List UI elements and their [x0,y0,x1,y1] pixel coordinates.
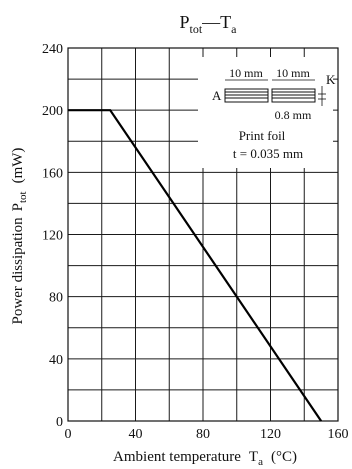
inset-caption-line1: Print foil [239,128,286,143]
y-axis-label-sub: tot [17,191,29,203]
x-tick-label: 0 [65,427,72,442]
y-tick-label: 80 [49,291,63,306]
inset-dim-left: 10 mm [229,66,263,80]
title-ptot: P [179,12,189,32]
plot-frame [67,47,339,422]
title-ptot-sub: tot [190,22,203,36]
y-tick-label: 40 [49,353,63,368]
y-tick-label: 240 [42,42,63,57]
tick-labels: 0 40 80 120 160 0 40 80 120 160 200 240 [42,42,349,442]
x-tick-label: 40 [129,427,143,442]
y-axis-label-unit: (mW) [10,148,26,184]
y-tick-label: 160 [42,166,63,181]
title-dash: — [201,12,221,32]
title-ta: T [220,12,231,32]
y-tick-label: 120 [42,229,63,244]
y-axis-label-symbol: P [10,203,26,211]
derating-curve [68,109,323,422]
print-foil-inset: 10 mm 10 mm A K 0.8 mm Print foil t = 0.… [198,57,336,168]
y-axis-label: Power dissipation Ptot (mW) [10,148,29,325]
y-tick-label: 0 [56,415,63,430]
x-axis-label-symbol: T [249,449,258,465]
x-tick-label: 160 [328,427,349,442]
chart-title: Ptot—Ta [179,12,237,36]
x-axis-label-sub: a [258,456,263,468]
x-axis-label-unit: (°C) [271,449,297,465]
title-ta-sub: a [231,22,237,36]
x-tick-label: 80 [196,427,210,442]
inset-background [198,57,333,168]
x-axis-label-text: Ambient temperature [113,449,241,465]
inset-caption-line2: t = 0.035 mm [233,146,303,161]
x-axis-label: Ambient temperature Ta (°C) [113,449,297,468]
y-tick-label: 200 [42,104,63,119]
y-axis-label-text: Power dissipation [10,217,26,325]
inset-dim-right: 10 mm [276,66,310,80]
inset-dim-gap: 0.8 mm [275,108,312,122]
series [68,109,323,422]
inset-label-a: A [212,88,222,103]
x-tick-label: 120 [260,427,281,442]
inset-label-k: K [326,72,336,87]
